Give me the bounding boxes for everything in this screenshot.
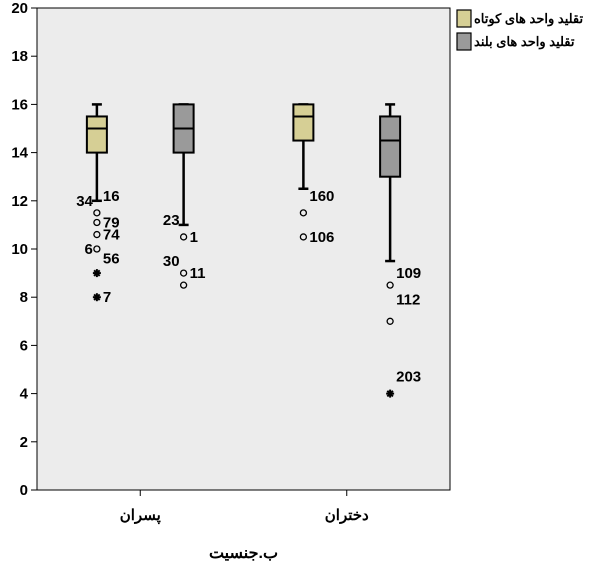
outlier-label: 11	[190, 265, 206, 282]
outlier-label: 112	[396, 292, 420, 309]
outlier-label: 1	[190, 229, 198, 246]
box-body	[379, 115, 402, 178]
y-tick-label: 18	[11, 48, 28, 65]
outlier-label: 106	[309, 229, 334, 246]
outlier-circle	[179, 269, 188, 277]
box-body	[85, 115, 108, 154]
outlier-label: 34	[76, 193, 93, 210]
box-body	[292, 103, 315, 142]
x-axis: پسران دختران	[120, 490, 369, 525]
outlier-label: 16	[103, 188, 120, 205]
legend: تقلید واحد های کوتاه تقلید واحد های بلند	[456, 9, 583, 51]
box: 160 106	[292, 103, 334, 246]
box: 109 112 203	[379, 103, 421, 398]
outlier-circle	[179, 281, 188, 289]
outlier-label: 30	[163, 253, 180, 270]
y-tick-label: 14	[11, 145, 28, 162]
outlier-circle	[386, 317, 394, 325]
y-tick-label: 6	[20, 337, 28, 354]
outlier-circle	[93, 218, 101, 227]
legend-swatch	[456, 32, 472, 51]
outlier-label: 160	[309, 188, 334, 205]
y-tick-label: 12	[11, 193, 28, 210]
legend-label: تقلید واحد های کوتاه	[474, 11, 583, 27]
outlier-circle	[93, 209, 101, 217]
outlier-label: 6	[85, 241, 93, 258]
y-tick-label: 10	[11, 241, 28, 258]
y-tick-label: 20	[11, 0, 28, 17]
outlier-label: 109	[396, 265, 421, 282]
outlier-label: 56	[103, 251, 120, 268]
outlier-circle	[299, 233, 308, 241]
outlier-label: 23	[163, 212, 180, 229]
outlier-star	[92, 269, 101, 278]
x-axis-title: ب.جنسیت	[209, 545, 278, 562]
outlier-circle	[299, 209, 308, 217]
y-axis: 0 2 4 6 8 10 12 14 16 18 20	[11, 0, 37, 499]
outlier-star	[92, 293, 101, 302]
outlier-label: 74	[103, 227, 120, 244]
outlier-circle	[93, 245, 101, 253]
outlier-star	[386, 389, 395, 398]
x-tick-label: دختران	[325, 507, 369, 524]
legend-label: تقلید واحد های بلند	[474, 34, 575, 50]
outlier-circle	[386, 281, 394, 289]
outlier-label: 203	[396, 369, 421, 386]
box: 23 1 30 11	[163, 103, 206, 289]
outlier-circle	[179, 233, 188, 241]
y-tick-label: 0	[20, 482, 28, 499]
y-tick-label: 16	[11, 96, 28, 113]
x-tick-label: پسران	[120, 507, 161, 525]
plot-area	[36, 7, 451, 491]
y-tick-label: 8	[20, 289, 28, 306]
outlier-circle	[93, 230, 101, 239]
outlier-label: 7	[103, 289, 111, 306]
y-tick-label: 4	[20, 386, 29, 403]
outlier-label: 79	[103, 214, 120, 231]
legend-swatch	[456, 9, 472, 28]
y-tick-label: 2	[20, 434, 28, 451]
